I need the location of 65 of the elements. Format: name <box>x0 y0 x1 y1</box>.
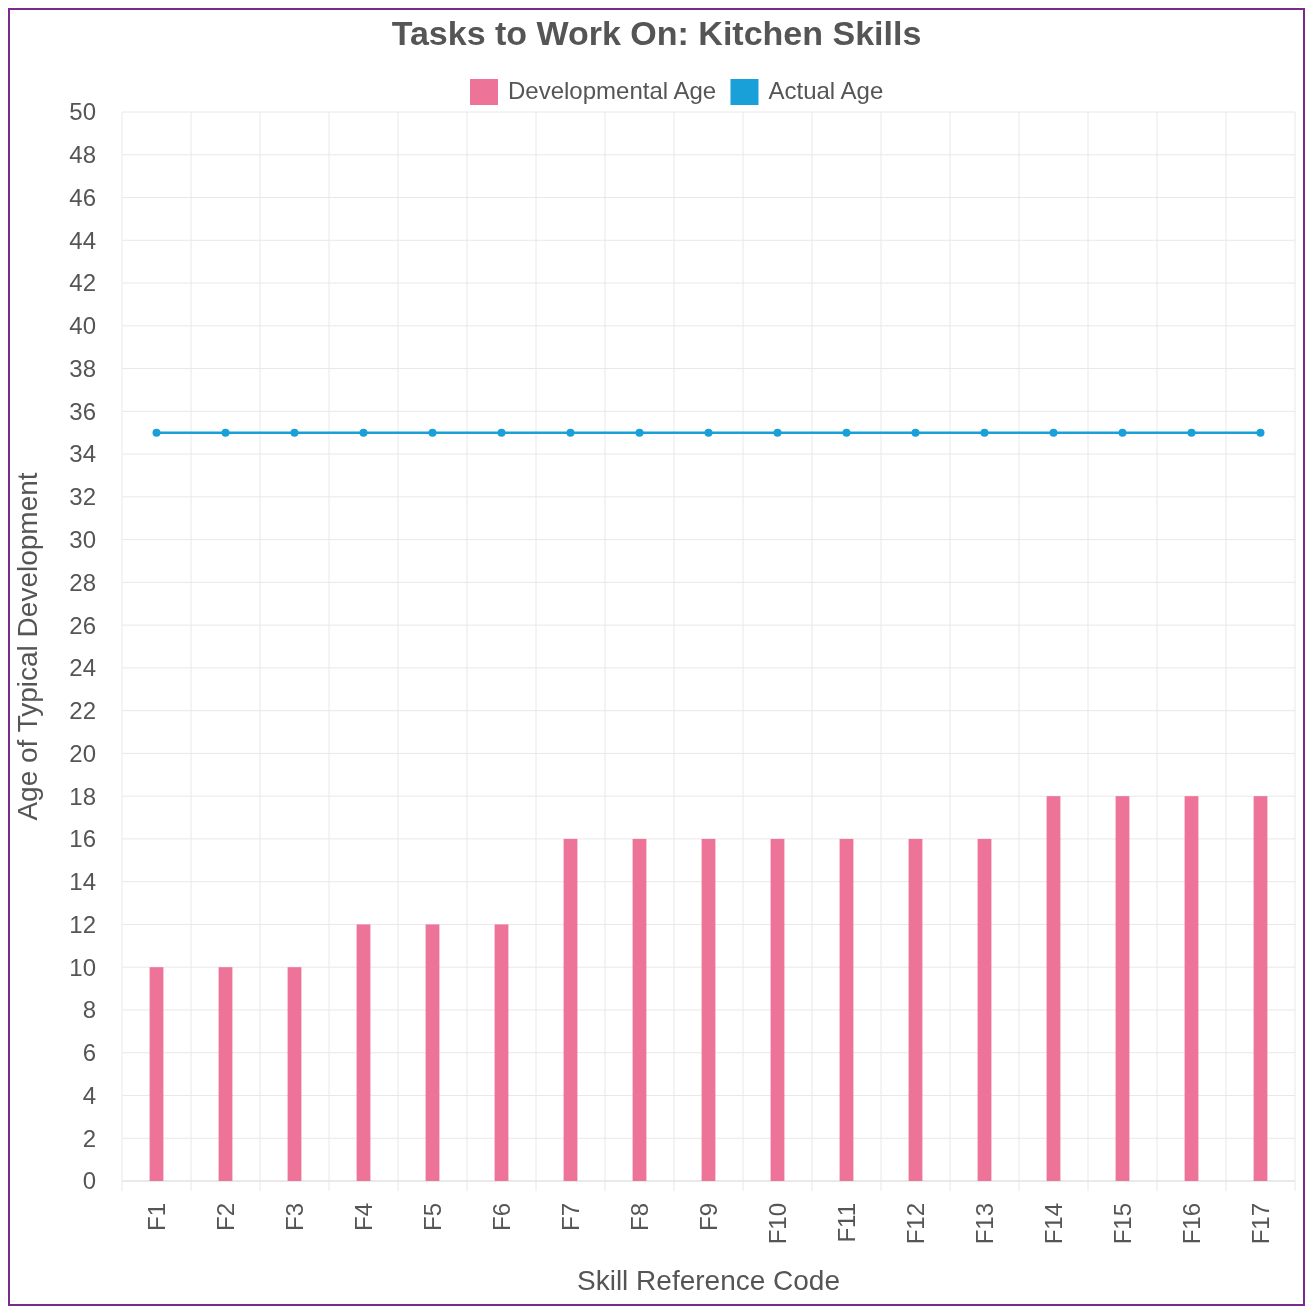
y-axis-title: Age of Typical Development <box>12 472 43 821</box>
y-tick-label: 44 <box>69 226 96 254</box>
bar <box>356 924 371 1181</box>
bar <box>908 838 923 1181</box>
x-tick-label: F3 <box>280 1203 308 1232</box>
y-tick-label: 46 <box>69 183 96 211</box>
y-tick-label: 4 <box>82 1081 96 1109</box>
y-tick-label: 30 <box>69 526 96 553</box>
x-tick-label: F14 <box>1039 1203 1067 1245</box>
y-tick-label: 16 <box>69 825 96 853</box>
x-tick-label: F11 <box>832 1203 860 1243</box>
bar <box>839 838 854 1181</box>
y-tick-label: 36 <box>69 397 96 425</box>
bar <box>1184 796 1199 1181</box>
bar <box>977 838 992 1181</box>
bar <box>1046 796 1061 1181</box>
bar <box>287 967 302 1181</box>
bar <box>425 924 440 1181</box>
legend-label: Developmental Age <box>508 77 717 104</box>
x-tick-label: F8 <box>625 1203 653 1232</box>
x-tick-label: F5 <box>418 1203 446 1232</box>
y-tick-label: 28 <box>69 568 96 596</box>
bar <box>563 838 578 1181</box>
bar <box>1253 796 1268 1181</box>
y-tick-label: 40 <box>69 312 96 340</box>
y-tick-label: 12 <box>69 910 96 938</box>
y-tick-label: 26 <box>69 611 96 639</box>
chart-title: Tasks to Work On: Kitchen Skills <box>391 14 922 52</box>
y-tick-label: 18 <box>69 782 96 810</box>
x-tick-label: F1 <box>142 1203 170 1232</box>
y-tick-label: 0 <box>82 1167 96 1195</box>
y-tick-label: 24 <box>69 654 96 682</box>
y-tick-label: 48 <box>69 141 96 169</box>
x-tick-label: F7 <box>556 1203 584 1232</box>
x-tick-label: F12 <box>901 1203 929 1245</box>
y-tick-label: 22 <box>69 697 96 725</box>
x-axis-title: Skill Reference Code <box>576 1265 841 1296</box>
x-tick-label: F13 <box>970 1203 998 1245</box>
bar <box>1115 796 1130 1181</box>
y-tick-label: 32 <box>69 483 96 511</box>
y-tick-label: 8 <box>82 996 96 1024</box>
x-tick-label: F4 <box>349 1203 377 1232</box>
bar <box>218 967 233 1181</box>
x-tick-label: F9 <box>694 1203 722 1232</box>
x-tick-label: F10 <box>763 1203 791 1245</box>
y-tick-label: 38 <box>69 354 96 382</box>
y-tick-label: 14 <box>69 868 96 896</box>
y-tick-label: 34 <box>69 440 96 468</box>
y-tick-label: 10 <box>69 953 96 981</box>
bar <box>149 967 164 1181</box>
x-tick-label: F15 <box>1108 1203 1136 1245</box>
x-tick-label: F6 <box>487 1203 515 1232</box>
y-tick-label: 50 <box>69 98 96 126</box>
bar <box>701 838 716 1181</box>
y-tick-label: 2 <box>82 1124 96 1152</box>
legend-label: Actual Age <box>768 77 884 104</box>
x-tick-label: F2 <box>211 1203 239 1232</box>
y-tick-label: 42 <box>69 269 96 297</box>
y-tick-label: 6 <box>82 1039 96 1067</box>
x-tick-label: F16 <box>1177 1203 1205 1245</box>
bar <box>494 924 509 1181</box>
x-tick-label: F17 <box>1246 1203 1274 1245</box>
bar <box>632 838 647 1181</box>
y-tick-label: 20 <box>69 739 96 767</box>
bar <box>770 838 785 1181</box>
